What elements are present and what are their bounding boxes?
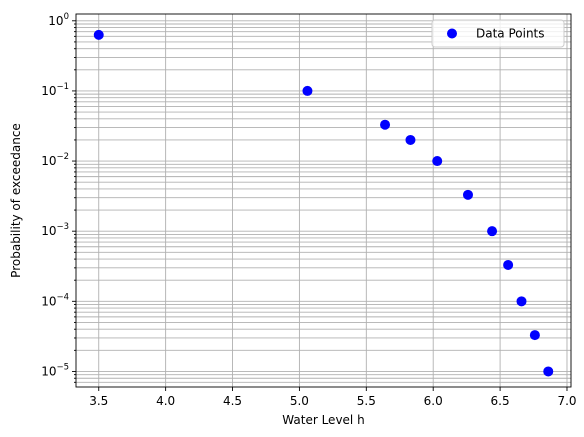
x-tick-label: 6.0 <box>424 394 443 408</box>
data-point <box>529 330 540 341</box>
data-point <box>302 85 313 96</box>
x-tick-label: 4.0 <box>156 394 175 408</box>
plot-area <box>76 14 571 387</box>
x-tick-label: 5.5 <box>357 394 376 408</box>
x-tick-label: 5.0 <box>290 394 309 408</box>
y-tick-label: 10−4 <box>41 292 69 308</box>
y-tick-label: 100 <box>48 12 69 28</box>
legend: Data Points <box>431 19 565 48</box>
y-tick-labels: 10−5 10−4 10−3 10−2 10−1 100 <box>41 12 69 379</box>
grid <box>76 14 571 387</box>
y-tick-label: 10−1 <box>41 82 69 98</box>
y-tick-label: 10−3 <box>41 222 69 238</box>
x-tick-label: 6.5 <box>491 394 510 408</box>
data-point <box>380 119 391 130</box>
data-points <box>93 29 554 377</box>
legend-marker <box>447 28 457 39</box>
data-point <box>93 29 104 40</box>
x-tick-label: 4.5 <box>223 394 242 408</box>
x-axis-title: Water Level h <box>282 413 364 427</box>
data-point <box>432 156 443 167</box>
x-tick-label: 3.5 <box>89 394 108 408</box>
legend-label: Data Points <box>476 27 545 41</box>
x-tick-labels: 3.5 4.0 4.5 5.0 5.5 6.0 6.5 7.0 <box>89 394 576 408</box>
plot-frame <box>75 13 572 388</box>
data-point <box>543 366 554 377</box>
legend-box <box>431 19 565 48</box>
data-point <box>503 259 514 270</box>
data-point <box>462 189 473 200</box>
data-point <box>516 296 527 307</box>
data-point <box>405 134 416 145</box>
y-tick-label: 10−5 <box>41 362 69 378</box>
y-tick-label: 10−2 <box>41 152 69 168</box>
data-point <box>487 226 498 237</box>
y-axis-title: Probability of exceedance <box>9 123 23 278</box>
x-tick-label: 7.0 <box>557 394 576 408</box>
